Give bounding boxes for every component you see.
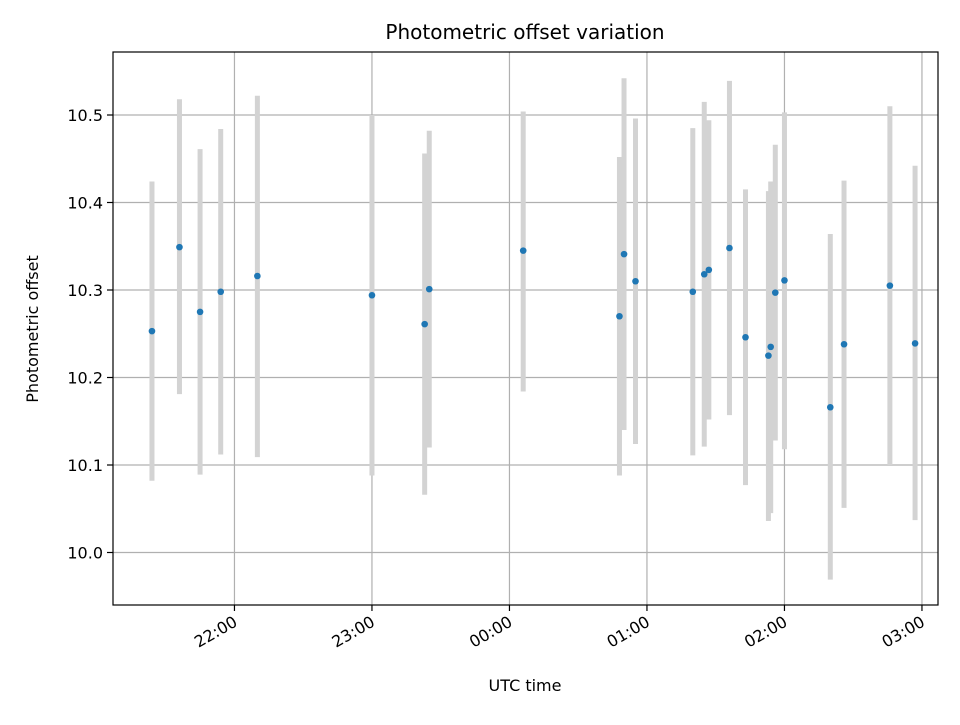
data-point [826,403,834,411]
x-axis-label: UTC time [489,676,562,695]
data-point [886,282,894,289]
y-tick-label: 10.3 [67,281,103,300]
data-point [519,247,527,254]
data-point [620,250,628,258]
data-point [840,340,848,348]
data-point [148,327,156,335]
data-point [911,340,919,347]
data-point [765,352,772,359]
y-tick-label: 10.0 [67,544,103,563]
data-point [616,312,623,320]
data-point [705,266,713,274]
data-point [767,343,775,351]
y-tick-label: 10.5 [67,106,103,125]
data-point [700,270,708,278]
plot-frame [112,51,939,606]
data-point [254,272,261,280]
data-point [742,333,749,341]
y-tick-label: 10.1 [67,456,103,475]
data-point [689,288,697,296]
data-point [176,243,183,251]
data-point [771,289,779,296]
data-point [632,277,639,285]
data-points [148,243,919,411]
data-point [368,291,376,299]
y-tick-label: 10.2 [67,369,103,388]
data-point [726,244,733,252]
data-point [196,308,204,316]
y-tick-label: 10.4 [67,194,103,213]
data-point [425,285,433,293]
y-axis-label: Photometric offset [23,255,42,403]
chart-title: Photometric offset variation [385,20,664,44]
data-point [217,288,225,296]
data-point [781,277,788,284]
data-point [421,320,428,328]
